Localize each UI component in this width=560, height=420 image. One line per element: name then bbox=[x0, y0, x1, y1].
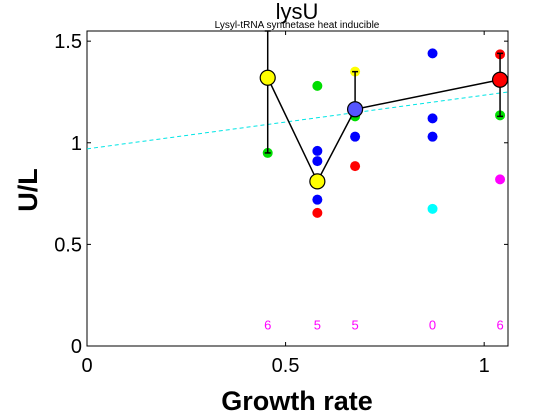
data-point bbox=[350, 131, 361, 142]
chart-title: lysU bbox=[276, 0, 319, 24]
y-tick-label: 0.5 bbox=[54, 234, 82, 256]
data-point bbox=[312, 145, 323, 156]
fit-line-group bbox=[86, 91, 509, 150]
x-tick-label: 1 bbox=[479, 355, 490, 377]
y-axis-label: U/L bbox=[13, 168, 43, 212]
y-tick-label: 0 bbox=[71, 336, 82, 358]
data-point bbox=[312, 156, 323, 167]
mean-line bbox=[267, 77, 501, 184]
count-label: 0 bbox=[429, 318, 436, 333]
x-axis-label: Growth rate bbox=[221, 386, 373, 416]
chart-subtitle: Lysyl-tRNA synthetase heat inducible bbox=[215, 20, 380, 31]
count-labels: 6 5 5 0 6 bbox=[264, 318, 504, 333]
mean-marker bbox=[259, 69, 276, 86]
data-point bbox=[427, 131, 438, 142]
data-point bbox=[312, 80, 323, 91]
plot-area bbox=[86, 30, 509, 347]
x-tick-label: 0.5 bbox=[272, 355, 300, 377]
mean-marker bbox=[491, 71, 509, 88]
data-point bbox=[312, 207, 323, 218]
x-tick-label: 0 bbox=[81, 355, 92, 377]
mean-marker bbox=[346, 101, 364, 118]
count-label: 5 bbox=[314, 318, 321, 333]
axis-ticks: 0 0.5 1 0 0.5 1 1.5 bbox=[54, 31, 508, 377]
data-point bbox=[427, 48, 438, 59]
data-point bbox=[312, 194, 323, 205]
count-label: 6 bbox=[496, 318, 503, 333]
y-tick-label: 1.5 bbox=[54, 31, 82, 53]
data-point bbox=[350, 161, 361, 172]
y-tick-label: 1 bbox=[71, 133, 82, 155]
mean-marker bbox=[309, 173, 326, 190]
data-point bbox=[427, 113, 438, 124]
fit-line bbox=[86, 91, 509, 150]
mean-series-group bbox=[259, 30, 509, 190]
count-label: 5 bbox=[351, 318, 358, 333]
data-point bbox=[495, 174, 506, 185]
count-label: 6 bbox=[264, 318, 271, 333]
data-point bbox=[427, 203, 438, 214]
